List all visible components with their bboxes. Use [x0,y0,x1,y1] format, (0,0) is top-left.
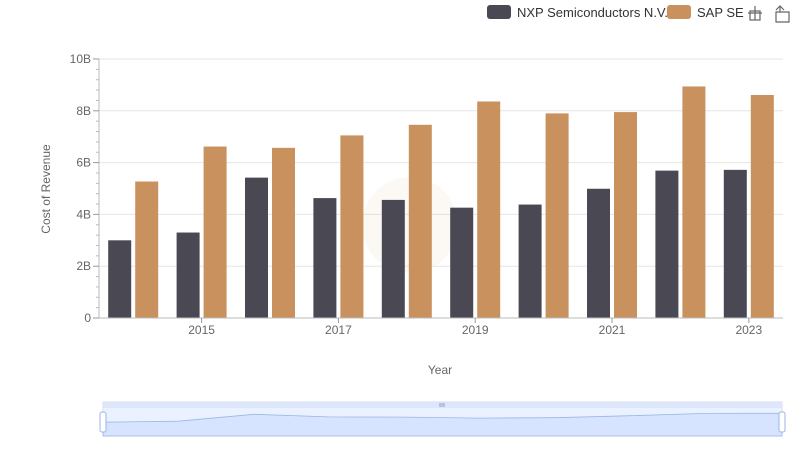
y-tick-label: 8B [76,104,91,118]
bar-sap-2019[interactable] [477,101,501,318]
x-tick-label: 2019 [462,323,489,337]
zoom-reset-icon[interactable] [775,5,790,23]
bars [108,86,774,318]
overview-grip-icon[interactable] [439,403,445,407]
x-tick-label: 2015 [188,323,215,337]
y-tick-label: 2B [76,259,91,273]
x-axis-title: Year [428,363,452,377]
bar-sap-2016[interactable] [272,147,295,318]
bar-sap-2022[interactable] [682,86,706,318]
legend-item-nxp[interactable]: NXP Semiconductors N.V. [487,5,668,20]
y-axis: 0 2B 4B 6B 8B 10B [70,52,100,325]
overview-right-handle[interactable] [778,411,786,433]
overview-navigator[interactable] [99,401,786,437]
overview-left-handle[interactable] [99,411,107,433]
bar-nxp-2021[interactable] [587,188,610,318]
bar-nxp-2017[interactable] [313,198,337,318]
bar-sap-2020[interactable] [545,113,569,318]
bar-nxp-2014[interactable] [108,240,132,318]
bar-nxp-2023[interactable] [723,169,747,318]
legend: NXP Semiconductors N.V. SAP SE [487,5,744,20]
zoom-select-icon[interactable] [748,6,762,21]
bar-nxp-2018[interactable] [381,199,405,318]
bar-nxp-2022[interactable] [655,170,679,318]
x-tick-label: 2021 [599,323,626,337]
bar-nxp-2015[interactable] [176,232,200,318]
bar-sap-2017[interactable] [340,135,364,318]
x-tick-label: 2017 [325,323,352,337]
bar-sap-2014[interactable] [135,181,159,318]
bar-sap-2021[interactable] [614,112,637,318]
x-tick-label: 2023 [735,323,762,337]
legend-label-nxp: NXP Semiconductors N.V. [517,5,668,20]
bar-sap-2015[interactable] [203,146,227,318]
bar-sap-2023[interactable] [750,95,774,318]
x-axis: 2015 2017 2019 2021 2023 [99,317,783,337]
y-tick-label: 4B [76,207,91,221]
y-tick-label: 0 [84,311,91,325]
y-tick-label: 6B [76,156,91,170]
bar-nxp-2019[interactable] [450,207,474,318]
legend-item-sap[interactable]: SAP SE [667,5,744,20]
legend-swatch-nxp [487,5,511,19]
legend-swatch-sap [667,5,691,19]
y-tick-label: 10B [70,52,91,66]
y-axis-title: Cost of Revenue [39,144,53,234]
bar-nxp-2016[interactable] [245,177,268,318]
bar-nxp-2020[interactable] [518,204,542,318]
bar-sap-2018[interactable] [408,124,432,318]
legend-label-sap: SAP SE [697,5,744,20]
